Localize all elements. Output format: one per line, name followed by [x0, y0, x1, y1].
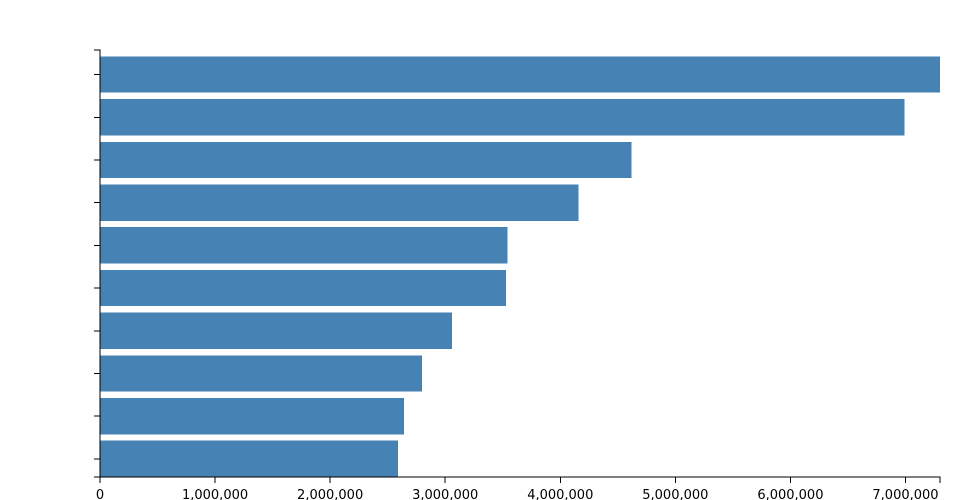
bars-layer	[100, 56, 940, 477]
bar-8	[100, 355, 423, 392]
x-tick-label-8: 7,000,000	[872, 488, 938, 500]
x-tick-label-3: 2,000,000	[297, 488, 363, 500]
x-tick-label-7: 6,000,000	[757, 488, 823, 500]
bar-9	[100, 398, 404, 435]
x-axis-line	[99, 476, 941, 483]
y-axis-line	[94, 49, 101, 478]
bar-10	[100, 440, 399, 477]
y-axis	[94, 49, 101, 478]
x-tick-label-2: 1,000,000	[182, 488, 248, 500]
x-tick-label-5: 4,000,000	[527, 488, 593, 500]
bar-4	[100, 184, 579, 221]
x-tick-label-1: 0	[96, 488, 104, 500]
bar-7	[100, 312, 453, 349]
bar-5	[100, 227, 508, 264]
x-tick-label-4: 3,000,000	[412, 488, 478, 500]
bar-6	[100, 269, 507, 307]
x-axis: 0 1,000,000 2,000,000 3,000,000 4,000,000 5,0…	[96, 476, 941, 500]
bar-2	[100, 99, 905, 136]
bar-3	[100, 141, 632, 179]
bar-1	[100, 56, 940, 93]
x-tick-label-6: 5,000,000	[642, 488, 708, 500]
